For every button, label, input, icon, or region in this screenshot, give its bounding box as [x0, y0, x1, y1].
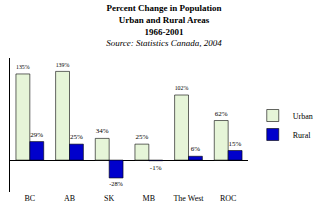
svg-text:29%: 29%: [30, 131, 43, 139]
svg-text:62%: 62%: [215, 110, 228, 118]
svg-text:15%: 15%: [229, 140, 242, 148]
svg-text:34%: 34%: [96, 127, 109, 135]
svg-text:ROC: ROC: [220, 194, 236, 203]
svg-text:Rural: Rural: [293, 131, 312, 140]
svg-text:-28%: -28%: [109, 180, 123, 187]
svg-text:25%: 25%: [135, 133, 148, 141]
svg-text:25%: 25%: [70, 133, 83, 141]
svg-text:Urban: Urban: [293, 112, 313, 121]
svg-text:6%: 6%: [191, 145, 201, 153]
svg-text:-1%: -1%: [150, 164, 162, 172]
svg-text:Percent Change in PopulationUr: Percent Change in PopulationUrban and Ru…: [106, 3, 222, 48]
svg-text:BC: BC: [24, 194, 35, 203]
svg-text:AB: AB: [64, 194, 75, 203]
svg-text:102%: 102%: [175, 85, 189, 91]
svg-text:135%: 135%: [16, 64, 30, 70]
svg-text:SK: SK: [104, 194, 114, 203]
svg-text:MB: MB: [143, 194, 155, 203]
svg-text:139%: 139%: [56, 62, 70, 68]
svg-text:The West: The West: [173, 194, 204, 203]
